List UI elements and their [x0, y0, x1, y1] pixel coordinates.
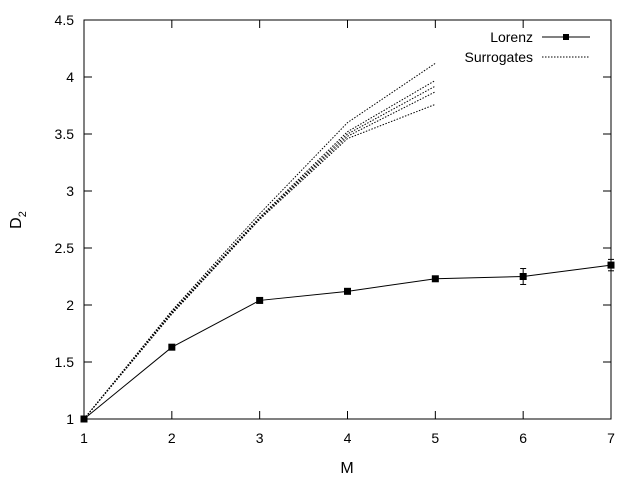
series-layer: [80, 62, 615, 423]
surrogates-series-line: [83, 62, 436, 420]
lorenz-data-point: [607, 261, 615, 269]
y-tick-label: 2: [66, 297, 74, 313]
legend-label-lorenz: Lorenz: [490, 29, 533, 45]
y-tick-label: 1: [66, 411, 74, 427]
lorenz-data-point: [256, 296, 264, 304]
lorenz-data-point: [344, 287, 351, 295]
x-axis-title: M: [340, 460, 353, 477]
lorenz-data-point: [168, 343, 176, 351]
legend: Lorenz Surrogates: [465, 29, 590, 65]
legend-label-surrogates: Surrogates: [465, 49, 533, 65]
surrogates-series-line: [83, 79, 436, 420]
y-tick-label: 4.5: [55, 12, 75, 28]
surrogates-series-line: [83, 91, 436, 420]
y-tick-label: 3: [66, 183, 74, 199]
y-axis-title: D2: [8, 211, 29, 229]
surrogates-series-line: [83, 103, 436, 420]
lorenz-data-point: [431, 275, 439, 283]
lorenz-data-point: [519, 273, 527, 280]
legend-marker-lorenz: [563, 34, 569, 40]
y-tick-label: 2.5: [55, 240, 75, 256]
lorenz-data-point: [80, 415, 88, 423]
x-tick-label: 7: [607, 430, 615, 446]
x-tick-label: 1: [80, 430, 88, 446]
tick-group: 1 2 3 4 5 6 7 1 1.5 2 2.5 3 3.5 4 4.5: [55, 12, 616, 446]
surrogates-series-line: [83, 85, 436, 420]
x-tick-label: 4: [344, 430, 352, 446]
y-axis-title-subscript: 2: [17, 211, 29, 217]
x-tick-label: 6: [519, 430, 527, 446]
y-tick-label: 4: [66, 69, 74, 85]
y-axis-title-base: D: [8, 217, 25, 229]
y-tick-label: 3.5: [55, 126, 75, 142]
x-tick-label: 2: [168, 430, 176, 446]
x-tick-label: 5: [431, 430, 439, 446]
plot-frame: [83, 19, 612, 420]
y-tick-label: 1.5: [55, 354, 75, 370]
x-tick-label: 3: [256, 430, 264, 446]
